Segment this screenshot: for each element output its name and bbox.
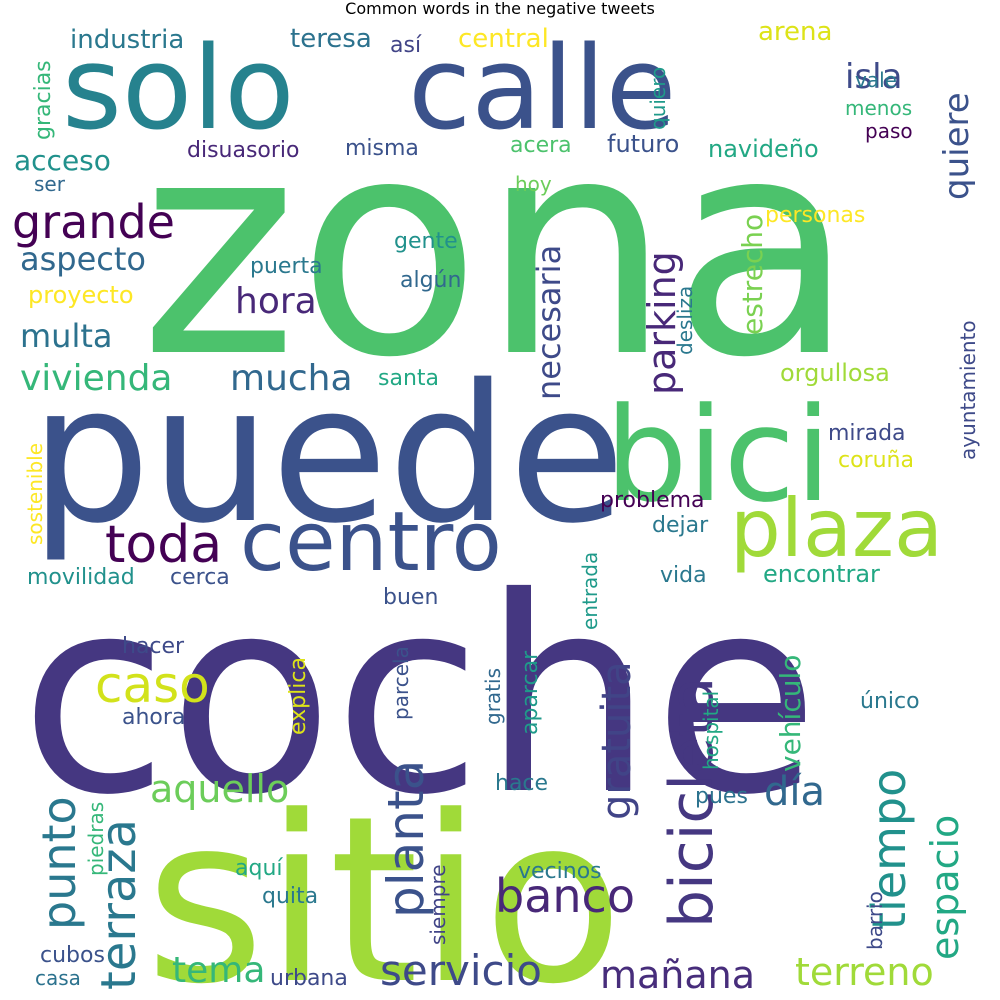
word-solo: solo: [62, 22, 295, 156]
word-asi: así: [390, 33, 422, 58]
word-grande: grande: [12, 195, 175, 249]
word-isla: isla: [845, 57, 902, 97]
word-hospital: hospital: [699, 691, 723, 770]
word-caso: caso: [95, 656, 210, 714]
word-sostenible: sostenible: [23, 443, 47, 545]
word-cubos: cubos: [40, 943, 105, 968]
word-gente: gente: [394, 229, 458, 254]
word-vecinos: vecinos: [518, 859, 602, 884]
word-toda: toda: [105, 515, 222, 575]
word-disuasorio: disuasorio: [187, 138, 300, 163]
word-ahora: ahora: [122, 705, 185, 730]
word-misma: misma: [345, 136, 419, 161]
word-dia: día: [764, 769, 825, 815]
word-plaza: plaza: [730, 482, 943, 575]
word-necesaria: necesaria: [530, 245, 568, 400]
word-movilidad: movilidad: [27, 565, 135, 590]
word-bici: bici: [605, 379, 831, 531]
word-personas: personas: [765, 203, 865, 228]
word-banco: banco: [495, 869, 635, 923]
word-coche: coche: [20, 539, 819, 854]
word-proyecto: proyecto: [28, 281, 134, 309]
word-aqui: aquí: [235, 856, 283, 881]
word-calle: calle: [408, 22, 676, 156]
word-pues: pues: [695, 784, 748, 809]
word-ayuntamiento: ayuntamiento: [956, 320, 980, 460]
word-industria: industria: [70, 25, 184, 55]
word-puede: puede: [30, 344, 625, 565]
word-barrio: barrio: [863, 891, 887, 950]
word-vida: vida: [660, 563, 707, 588]
word-acera: acera: [510, 133, 572, 158]
word-manana: mañana: [600, 953, 755, 997]
word-terreno: terreno: [795, 950, 934, 994]
word-puerta: puerta: [250, 254, 323, 279]
word-hoy: hoy: [515, 172, 552, 196]
word-buen: buen: [383, 585, 438, 610]
word-aspecto: aspecto: [20, 240, 146, 278]
word-cerca: cerca: [170, 565, 230, 590]
word-terraza: terraza: [91, 819, 147, 990]
chart-title: Common words in the negative tweets: [345, 0, 655, 18]
word-quiere: quiere: [937, 92, 977, 200]
word-problema: problema: [600, 488, 705, 513]
word-piedras: piedras: [84, 802, 108, 876]
word-parcela: parcela: [389, 646, 413, 720]
word-paso: paso: [865, 119, 913, 143]
word-urbana: urbana: [270, 966, 348, 991]
word-aquello: aquello: [150, 767, 289, 811]
word-menos: menos: [845, 96, 912, 120]
word-aparcar: aparcar: [518, 650, 543, 735]
word-santa: santa: [378, 366, 439, 391]
word-tema: tema: [172, 950, 265, 991]
word-navideno: navideño: [708, 135, 819, 163]
word-sitio: sitio: [145, 768, 624, 1000]
word-servicio: servicio: [380, 946, 542, 995]
word-mucha: mucha: [230, 358, 353, 399]
word-gratuita: gratuita: [594, 661, 640, 820]
word-unico: único: [860, 689, 920, 714]
word-coruna: coruña: [838, 448, 914, 473]
word-entrada: entrada: [578, 552, 602, 630]
word-teresa: teresa: [290, 24, 372, 54]
word-tiempo: tiempo: [862, 769, 916, 930]
word-orgullosa: orgullosa: [780, 359, 890, 387]
word-quita: quita: [262, 884, 318, 909]
word-zona: zona: [140, 74, 855, 423]
word-algun: algún: [400, 268, 461, 293]
word-bicicleta: bicicleta: [657, 677, 727, 928]
word-arena: arena: [758, 17, 832, 47]
word-vale: vale: [855, 68, 897, 92]
word-encontrar: encontrar: [763, 560, 880, 588]
word-explica: explica: [286, 657, 311, 735]
word-vehiculo: vehículo: [774, 655, 807, 772]
word-mirada: mirada: [828, 421, 906, 446]
word-vivienda: vivienda: [20, 358, 173, 399]
word-hora: hora: [235, 281, 317, 322]
word-gratis: gratis: [481, 668, 505, 725]
word-estrecho: estrecho: [736, 214, 769, 335]
word-planta: planta: [377, 760, 435, 918]
word-punto: punto: [32, 796, 86, 930]
word-acceso: acceso: [14, 144, 111, 177]
word-futuro: futuro: [607, 130, 679, 158]
word-gracias: gracias: [31, 60, 56, 140]
word-hace: hace: [495, 771, 548, 796]
word-parking: parking: [640, 251, 684, 395]
word-desliza: desliza: [673, 286, 697, 355]
word-espacio: espacio: [923, 815, 967, 960]
word-ser: ser: [34, 172, 66, 196]
word-siempre: siempre: [426, 864, 450, 945]
word-centro: centro: [240, 495, 502, 590]
word-dejar: dejar: [652, 513, 709, 538]
word-casa: casa: [35, 966, 81, 990]
word-quiero: quiero: [646, 67, 670, 130]
word-central: central: [458, 24, 549, 54]
word-hacer: hacer: [122, 634, 185, 659]
word-multa: multa: [20, 317, 113, 355]
